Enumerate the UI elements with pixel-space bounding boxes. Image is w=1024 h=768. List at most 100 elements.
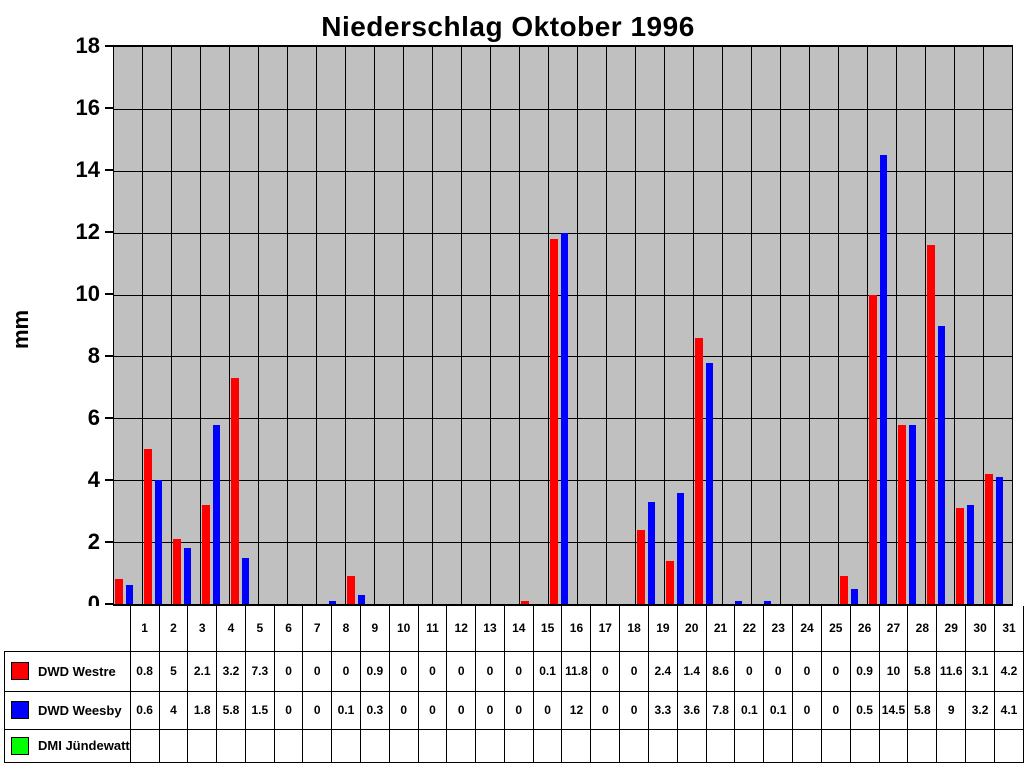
plot-column-day-1 — [114, 47, 143, 604]
bar-dwd-westre-day-27[interactable] — [869, 294, 877, 604]
value-dwd-westre-day-17: 0 — [590, 650, 621, 692]
value-dwd-weesby-day-22: 0.1 — [734, 690, 765, 730]
value-dmi-juendewatt-day-13 — [475, 728, 505, 763]
value-dwd-westre-day-16: 11.8 — [561, 650, 592, 692]
bar-dwd-weesby-day-8[interactable] — [329, 600, 337, 604]
bar-dwd-weesby-day-20[interactable] — [677, 492, 685, 604]
bar-dwd-westre-day-1[interactable] — [115, 579, 123, 604]
day-header-22: 22 — [734, 606, 765, 652]
chart-title: Niederschlag Oktober 1996 — [321, 11, 695, 42]
bar-dwd-westre-day-26[interactable] — [840, 576, 848, 604]
value-dmi-juendewatt-day-12 — [446, 728, 477, 763]
day-header-11: 11 — [417, 606, 448, 652]
bar-dwd-westre-day-29[interactable] — [927, 245, 935, 604]
bar-dwd-weesby-day-22[interactable] — [735, 600, 743, 604]
legend-label-dmi-juendewatt: DMI Jündewatt — [38, 738, 130, 753]
value-dmi-juendewatt-day-14 — [503, 728, 534, 763]
value-dmi-juendewatt-day-26 — [849, 728, 880, 763]
value-dmi-juendewatt-day-19 — [647, 728, 678, 763]
bar-dwd-westre-day-9[interactable] — [347, 576, 355, 604]
bar-dwd-weesby-day-29[interactable] — [938, 325, 946, 604]
bar-dwd-weesby-day-23[interactable] — [764, 600, 772, 604]
data-table: 1 2 3 4 5 6 7 8 9 10 11 12 13 14 15 16 17 18 19 20 21 22 23 24 2… — [4, 606, 1024, 763]
value-dmi-juendewatt-day-11 — [417, 728, 448, 763]
h-gridline — [114, 170, 1013, 172]
value-dwd-westre-day-29: 11.6 — [936, 650, 967, 692]
y-tick-mark — [105, 479, 114, 481]
bar-dwd-weesby-day-21[interactable] — [706, 362, 714, 604]
bar-dwd-weesby-day-27[interactable] — [880, 155, 888, 604]
bar-dwd-weesby-day-9[interactable] — [358, 594, 366, 604]
y-tick-mark — [105, 541, 114, 543]
bar-dwd-westre-day-5[interactable] — [231, 378, 239, 604]
value-dwd-weesby-day-20: 3.6 — [676, 690, 707, 730]
bar-dwd-weesby-day-1[interactable] — [126, 585, 134, 604]
bar-dwd-weesby-day-16[interactable] — [561, 232, 569, 604]
plot-column-day-10 — [375, 47, 404, 604]
day-header-26: 26 — [849, 606, 880, 652]
table-corner-cell — [4, 606, 131, 651]
bar-dwd-westre-day-16[interactable] — [550, 238, 558, 604]
value-dwd-westre-day-7: 0 — [302, 650, 333, 692]
plot-column-day-6 — [259, 47, 288, 604]
plot-column-day-24 — [781, 47, 810, 604]
value-dwd-weesby-day-27: 14.5 — [878, 690, 909, 730]
bar-dwd-westre-day-20[interactable] — [666, 560, 674, 604]
bar-dwd-weesby-day-2[interactable] — [155, 480, 163, 604]
value-dmi-juendewatt-day-9 — [359, 728, 390, 763]
plot-column-day-30 — [955, 47, 984, 604]
bar-dwd-weesby-day-26[interactable] — [851, 588, 859, 604]
value-dwd-westre-day-24: 0 — [792, 650, 822, 692]
plot-column-day-18 — [607, 47, 636, 604]
plot-column-day-15 — [520, 47, 549, 604]
day-header-25: 25 — [820, 606, 851, 652]
bar-dwd-westre-day-30[interactable] — [956, 508, 964, 604]
value-dmi-juendewatt-day-28 — [907, 728, 938, 763]
bar-dwd-weesby-day-30[interactable] — [967, 504, 975, 604]
bar-dwd-weesby-day-5[interactable] — [242, 557, 250, 604]
bar-dwd-weesby-day-4[interactable] — [213, 424, 221, 604]
day-header-10: 10 — [388, 606, 419, 652]
bar-dwd-weesby-day-31[interactable] — [996, 477, 1004, 604]
plot-column-day-31 — [984, 47, 1013, 604]
bar-dwd-weesby-day-28[interactable] — [909, 424, 917, 604]
day-header-16: 16 — [561, 606, 592, 652]
value-dmi-juendewatt-day-24 — [792, 728, 822, 763]
day-header-6: 6 — [273, 606, 304, 652]
value-dwd-westre-day-15: 0.1 — [532, 650, 563, 692]
bar-dwd-westre-day-31[interactable] — [985, 474, 993, 604]
plot-column-day-12 — [433, 47, 462, 604]
bar-dwd-westre-day-2[interactable] — [144, 449, 152, 604]
value-dwd-weesby-day-19: 3.3 — [647, 690, 678, 730]
bar-dwd-westre-day-21[interactable] — [695, 337, 703, 604]
day-header-2: 2 — [158, 606, 189, 652]
value-dwd-westre-day-11: 0 — [417, 650, 448, 692]
value-dwd-westre-day-2: 5 — [158, 650, 189, 692]
plot-column-day-7 — [288, 47, 317, 604]
day-header-31: 31 — [994, 606, 1024, 652]
value-dwd-westre-day-26: 0.9 — [849, 650, 880, 692]
bar-dwd-westre-day-15[interactable] — [521, 600, 529, 604]
value-dmi-juendewatt-day-7 — [302, 728, 333, 763]
value-dwd-weesby-day-12: 0 — [446, 690, 477, 730]
value-dwd-weesby-day-3: 1.8 — [187, 690, 218, 730]
value-dwd-westre-day-13: 0 — [475, 650, 505, 692]
value-dwd-westre-day-20: 1.4 — [676, 650, 707, 692]
value-dmi-juendewatt-day-15 — [532, 728, 563, 763]
value-dwd-westre-day-31: 4.2 — [994, 650, 1024, 692]
value-dwd-weesby-day-23: 0.1 — [763, 690, 794, 730]
y-tick-label: 10 — [75, 281, 100, 306]
bar-dwd-weesby-day-19[interactable] — [648, 501, 656, 604]
bar-dwd-westre-day-28[interactable] — [898, 424, 906, 604]
bar-dwd-westre-day-4[interactable] — [202, 504, 210, 604]
bar-dwd-westre-day-3[interactable] — [173, 539, 181, 604]
value-dmi-juendewatt-day-21 — [705, 728, 736, 763]
day-header-row: 1 2 3 4 5 6 7 8 9 10 11 12 13 14 15 16 17 18 19 20 21 22 23 24 2… — [4, 606, 1024, 652]
bar-dwd-weesby-day-3[interactable] — [184, 548, 192, 604]
plot-column-day-21 — [694, 47, 723, 604]
y-tick-label: 12 — [75, 219, 100, 244]
value-dwd-westre-day-18: 0 — [619, 650, 649, 692]
day-header-9: 9 — [359, 606, 390, 652]
plot-column-day-19 — [636, 47, 665, 604]
bar-dwd-westre-day-19[interactable] — [637, 529, 645, 604]
